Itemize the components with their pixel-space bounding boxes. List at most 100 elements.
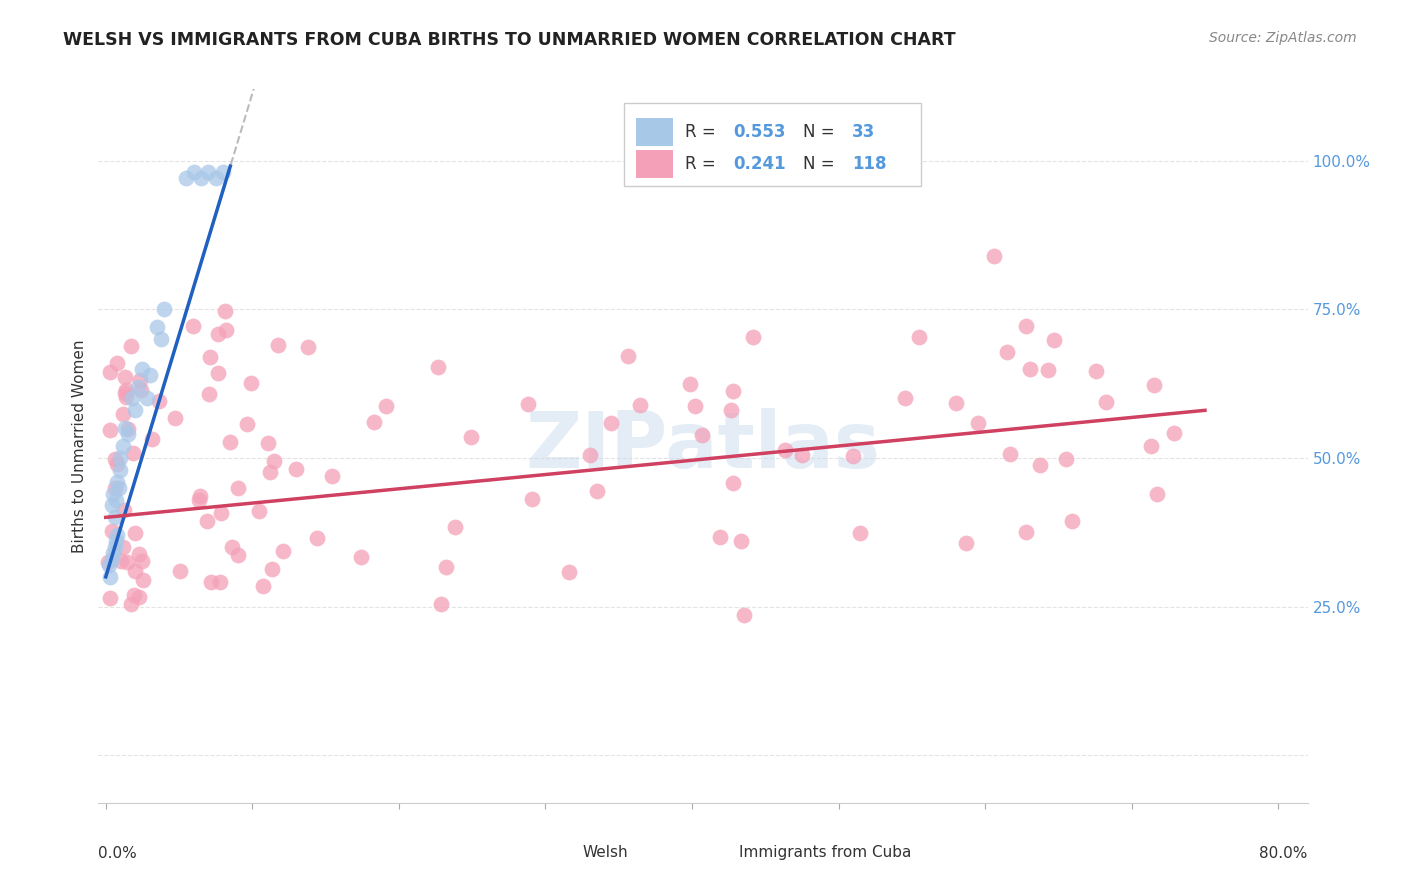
Text: WELSH VS IMMIGRANTS FROM CUBA BIRTHS TO UNMARRIED WOMEN CORRELATION CHART: WELSH VS IMMIGRANTS FROM CUBA BIRTHS TO …	[63, 31, 956, 49]
Point	[208, 575, 231, 590]
Point	[297, 340, 319, 354]
Point	[842, 450, 865, 464]
Point	[307, 531, 329, 545]
Text: N =: N =	[803, 123, 841, 141]
Point	[105, 492, 128, 507]
Point	[200, 575, 222, 590]
Text: Source: ZipAtlas.com: Source: ZipAtlas.com	[1209, 31, 1357, 45]
Point	[558, 565, 581, 579]
Point	[198, 387, 221, 401]
Point	[967, 416, 990, 430]
Point	[586, 484, 609, 499]
Point	[181, 318, 204, 333]
Point	[616, 349, 638, 363]
Point	[849, 525, 872, 540]
Point	[679, 377, 702, 392]
Point	[284, 462, 307, 476]
Point	[100, 499, 122, 513]
Point	[228, 481, 250, 495]
FancyBboxPatch shape	[637, 150, 672, 178]
Point	[148, 393, 170, 408]
Point	[110, 463, 132, 477]
Point	[1143, 377, 1166, 392]
Point	[721, 384, 744, 398]
Point	[683, 399, 706, 413]
Point	[720, 403, 742, 417]
Point	[169, 564, 191, 578]
Point	[1146, 487, 1168, 501]
Point	[114, 370, 136, 384]
Point	[117, 422, 139, 436]
Point	[165, 411, 187, 425]
Point	[741, 330, 763, 344]
Point	[256, 436, 278, 450]
Point	[124, 403, 146, 417]
Point	[375, 399, 398, 413]
Point	[153, 302, 176, 317]
Point	[955, 536, 977, 550]
Point	[112, 407, 135, 421]
Point	[1043, 333, 1066, 347]
Point	[105, 356, 128, 370]
Point	[207, 366, 229, 380]
Point	[267, 338, 290, 352]
Point	[104, 452, 127, 467]
Point	[599, 416, 621, 430]
Point	[146, 320, 169, 334]
Point	[97, 558, 120, 572]
Point	[908, 330, 931, 344]
Point	[124, 564, 146, 578]
Point	[121, 392, 143, 406]
Point	[101, 546, 124, 560]
Point	[894, 391, 917, 405]
Point	[271, 544, 294, 558]
Point	[114, 384, 136, 398]
Text: R =: R =	[685, 155, 721, 173]
Point	[101, 524, 124, 539]
Point	[690, 427, 713, 442]
Point	[98, 365, 121, 379]
Point	[190, 171, 212, 186]
Point	[135, 392, 157, 406]
Point	[127, 379, 149, 393]
Point	[107, 475, 129, 489]
Point	[114, 421, 136, 435]
Point	[129, 384, 152, 398]
Point	[1060, 514, 1083, 528]
Point	[110, 554, 132, 568]
Point	[98, 423, 121, 437]
Point	[628, 398, 651, 412]
Point	[444, 520, 467, 534]
Text: 33: 33	[852, 123, 875, 141]
Point	[363, 415, 385, 429]
Point	[204, 171, 226, 186]
Point	[945, 396, 967, 410]
Point	[108, 481, 131, 495]
Y-axis label: Births to Unmarried Women: Births to Unmarried Women	[72, 339, 87, 553]
Point	[517, 397, 540, 411]
Point	[983, 249, 1005, 263]
Point	[131, 554, 153, 568]
Point	[103, 510, 125, 524]
Point	[124, 526, 146, 541]
Text: Immigrants from Cuba: Immigrants from Cuba	[740, 846, 911, 860]
Point	[176, 171, 198, 186]
Point	[110, 450, 132, 465]
Text: 0.0%: 0.0%	[98, 846, 138, 861]
Point	[427, 359, 450, 374]
Point	[98, 570, 121, 584]
Point	[188, 489, 211, 503]
Point	[122, 588, 145, 602]
Text: R =: R =	[685, 123, 721, 141]
Point	[114, 386, 136, 401]
FancyBboxPatch shape	[703, 840, 734, 863]
Point	[1015, 318, 1038, 333]
Point	[195, 514, 218, 528]
Point	[733, 608, 755, 623]
Point	[1095, 395, 1118, 409]
Point	[221, 540, 243, 554]
FancyBboxPatch shape	[546, 840, 576, 863]
Point	[1054, 451, 1077, 466]
Point	[730, 534, 752, 549]
Point	[709, 530, 731, 544]
